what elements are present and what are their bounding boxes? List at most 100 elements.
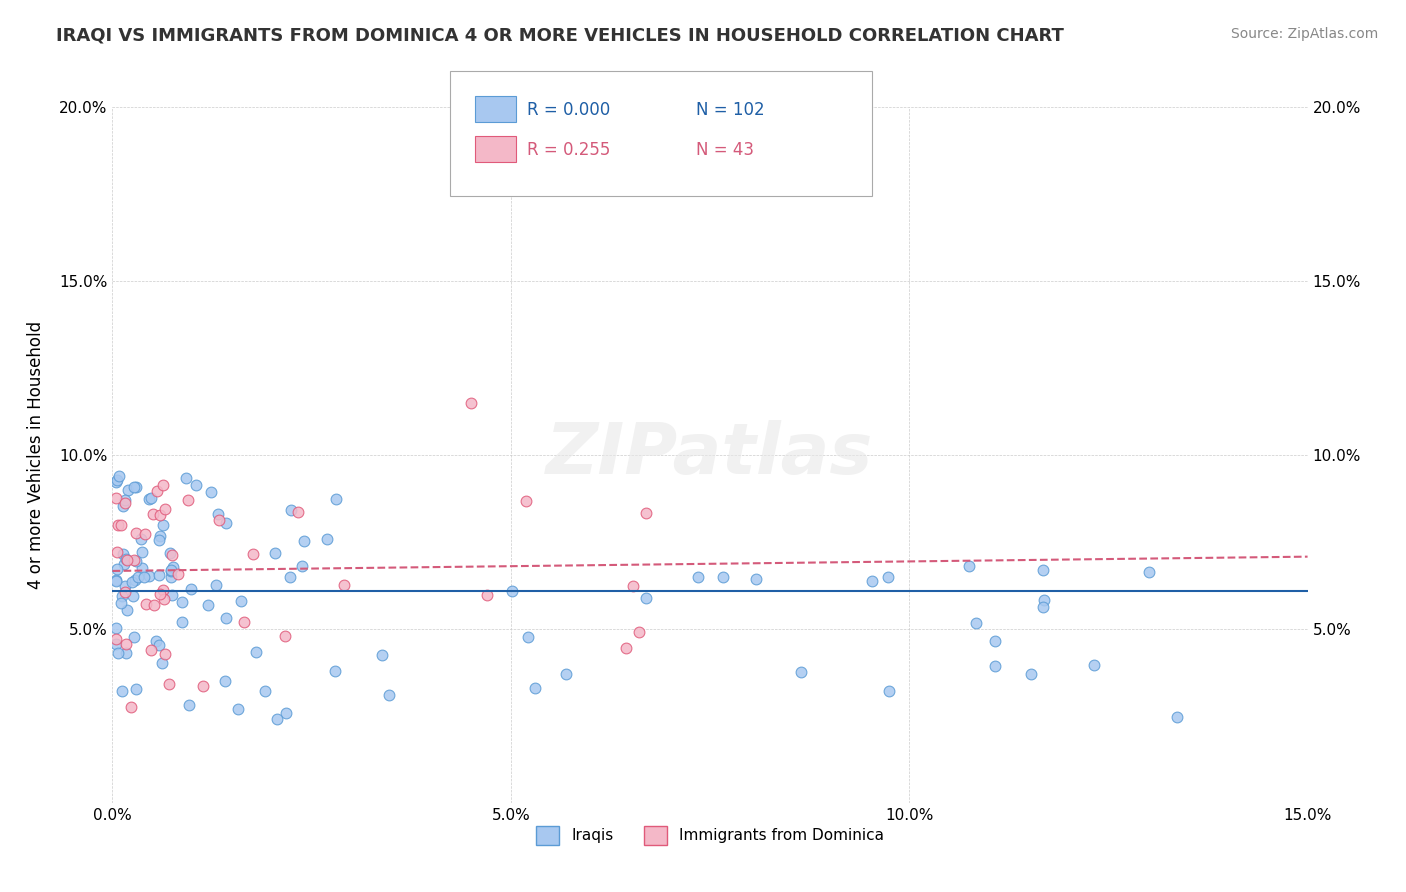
Iraqis	[112, 547, 135, 561]
Text: R = 0.000: R = 0.000	[527, 101, 610, 119]
Immigrants from Dominica	[177, 492, 200, 507]
Iraqis	[112, 500, 135, 514]
Immigrants from Dominica	[153, 501, 176, 516]
Immigrants from Dominica	[152, 592, 174, 607]
Iraqis	[152, 517, 174, 532]
Iraqis	[371, 648, 394, 662]
Iraqis	[114, 578, 136, 592]
Immigrants from Dominica	[160, 548, 183, 562]
Immigrants from Dominica	[333, 578, 356, 592]
Immigrants from Dominica	[107, 517, 129, 532]
Iraqis	[876, 570, 898, 584]
Immigrants from Dominica	[115, 553, 138, 567]
Iraqis	[207, 507, 229, 521]
Iraqis	[180, 582, 202, 596]
Iraqis	[711, 570, 734, 584]
Immigrants from Dominica	[120, 699, 142, 714]
Iraqis	[145, 633, 167, 648]
Iraqis	[127, 570, 149, 584]
Iraqis	[1083, 658, 1105, 673]
Iraqis	[148, 533, 170, 548]
Iraqis	[170, 595, 193, 609]
Iraqis	[105, 475, 128, 489]
Immigrants from Dominica	[114, 496, 136, 510]
Iraqis	[105, 637, 128, 651]
Iraqis	[122, 630, 145, 644]
Iraqis	[1019, 667, 1042, 681]
Iraqis	[517, 630, 540, 644]
Iraqis	[110, 596, 132, 610]
Iraqis	[860, 574, 883, 588]
Immigrants from Dominica	[628, 625, 651, 640]
Iraqis	[254, 684, 277, 698]
Iraqis	[280, 503, 302, 517]
Iraqis	[280, 569, 302, 583]
Immigrants from Dominica	[167, 566, 190, 581]
Iraqis	[148, 568, 170, 582]
Y-axis label: 4 or more Vehicles in Household: 4 or more Vehicles in Household	[27, 321, 45, 589]
Iraqis	[105, 621, 128, 635]
Iraqis	[114, 646, 136, 660]
Iraqis	[111, 683, 134, 698]
Iraqis	[984, 634, 1007, 648]
Iraqis	[686, 570, 709, 584]
Iraqis	[266, 712, 288, 726]
Immigrants from Dominica	[636, 506, 658, 520]
Immigrants from Dominica	[134, 527, 156, 541]
Iraqis	[323, 664, 346, 678]
Iraqis	[264, 546, 287, 560]
Iraqis	[636, 591, 658, 605]
Iraqis	[957, 559, 980, 574]
Iraqis	[125, 681, 148, 696]
Iraqis	[107, 646, 129, 660]
Immigrants from Dominica	[115, 637, 138, 651]
Iraqis	[555, 666, 578, 681]
Immigrants from Dominica	[233, 615, 256, 630]
Iraqis	[174, 470, 197, 484]
Iraqis	[159, 546, 181, 560]
Iraqis	[325, 491, 347, 506]
Iraqis	[292, 533, 315, 548]
Iraqis	[1032, 563, 1054, 577]
Immigrants from Dominica	[149, 587, 172, 601]
Iraqis	[138, 569, 160, 583]
Iraqis	[160, 564, 183, 578]
Immigrants from Dominica	[110, 517, 132, 532]
Iraqis	[148, 638, 170, 652]
Iraqis	[115, 603, 138, 617]
Immigrants from Dominica	[621, 579, 644, 593]
Iraqis	[226, 702, 249, 716]
Iraqis	[501, 584, 523, 599]
Iraqis	[159, 563, 181, 577]
Iraqis	[149, 529, 172, 543]
Iraqis	[124, 480, 146, 494]
Iraqis	[162, 560, 184, 574]
Iraqis	[138, 492, 160, 507]
Iraqis	[1033, 593, 1056, 607]
Iraqis	[107, 562, 129, 576]
Iraqis	[523, 681, 546, 696]
Iraqis	[105, 473, 128, 487]
Iraqis	[177, 698, 200, 712]
Iraqis	[1166, 710, 1188, 724]
Immigrants from Dominica	[114, 585, 136, 599]
Iraqis	[214, 674, 236, 689]
Iraqis	[316, 533, 339, 547]
Iraqis	[114, 492, 136, 507]
Immigrants from Dominica	[157, 676, 180, 690]
Iraqis	[121, 574, 143, 589]
Immigrants from Dominica	[105, 545, 128, 559]
Immigrants from Dominica	[152, 477, 174, 491]
Iraqis	[276, 706, 298, 721]
Text: IRAQI VS IMMIGRANTS FROM DOMINICA 4 OR MORE VEHICLES IN HOUSEHOLD CORRELATION CH: IRAQI VS IMMIGRANTS FROM DOMINICA 4 OR M…	[56, 27, 1064, 45]
Immigrants from Dominica	[124, 553, 146, 567]
Immigrants from Dominica	[515, 493, 537, 508]
Iraqis	[117, 483, 139, 498]
Immigrants from Dominica	[242, 547, 264, 561]
Iraqis	[112, 558, 135, 572]
Iraqis	[1139, 566, 1161, 580]
Iraqis	[377, 688, 399, 702]
Iraqis	[105, 574, 128, 588]
Iraqis	[108, 469, 131, 483]
Iraqis	[170, 615, 193, 629]
